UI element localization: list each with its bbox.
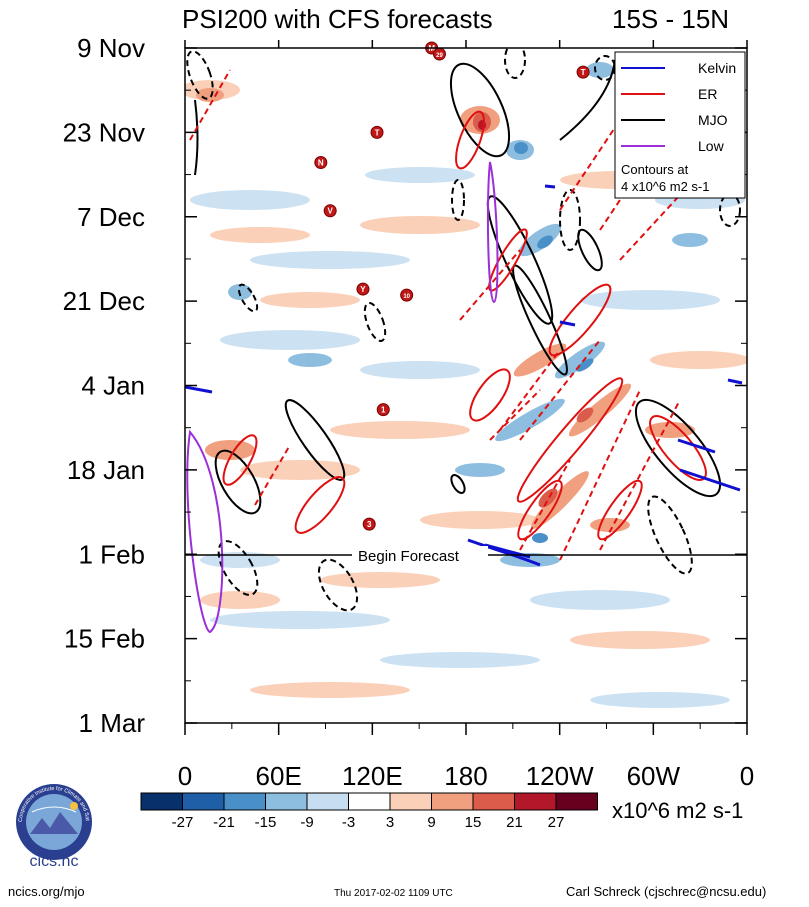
colorbar-tick-label: 15 — [465, 814, 482, 831]
logo-arc — [31, 806, 77, 813]
colorbar-swatch — [348, 792, 391, 811]
legend-note-line1: Contours at — [621, 162, 689, 177]
legend: Kelvin ER MJO Low Contours at 4 x10^6 m2 s-… — [614, 51, 746, 199]
colorbar-swatch — [265, 792, 308, 811]
colorbar-tick-label: -21 — [213, 814, 235, 831]
colorbar-swatch — [555, 792, 598, 811]
colorbar-swatch — [223, 792, 266, 811]
chart-subtitle: 15S - 15N — [612, 4, 729, 34]
y-tick-label: 7 Dec — [77, 202, 145, 232]
storm-marker-label: 3 — [367, 520, 372, 529]
colorbar-tick-label: -15 — [255, 814, 277, 831]
y-tick-label: 15 Feb — [64, 624, 145, 654]
colorbar-swatch — [389, 792, 432, 811]
colorbar-tick-label: -3 — [342, 814, 355, 831]
colorbar-units: x10^6 m2 s-1 — [612, 798, 743, 823]
y-tick-label: 23 Nov — [63, 117, 145, 147]
colorbar-swatch — [472, 792, 515, 811]
x-tick-label: 0 — [178, 761, 192, 791]
storm-marker — [314, 156, 328, 170]
storm-marker-label: Y — [360, 285, 366, 294]
colorbar-swatch — [182, 792, 225, 811]
storm-marker-label: 10 — [403, 294, 410, 300]
storm-marker — [576, 65, 590, 79]
logo-name: cics.nc — [30, 853, 79, 870]
y-tick-label: 21 Dec — [63, 286, 145, 316]
x-axis: 0 60E 120E 180 120W 60W 0 — [178, 40, 754, 791]
footer-left: ncics.org/mjo — [8, 884, 85, 899]
colorbar-swatch — [431, 792, 474, 811]
y-tick-label: 1 Feb — [79, 539, 146, 569]
forecast-label-bg — [352, 546, 488, 564]
cics-logo: Cooperative Institute for Climate and Sa… — [10, 782, 92, 870]
storm-marker-label: 29 — [436, 53, 443, 59]
contours — [185, 48, 743, 634]
colorbar-tick-label: -9 — [300, 814, 313, 831]
colorbar-tick-label: -27 — [172, 814, 194, 831]
y-tick-label: 1 Mar — [79, 708, 146, 738]
forecast-label: Begin Forecast — [358, 548, 460, 565]
storm-marker — [370, 125, 384, 139]
colorbar-tick-label: 9 — [427, 814, 435, 831]
y-tick-label: 9 Nov — [77, 33, 145, 63]
colorbar-tick-label: 27 — [548, 814, 565, 831]
storm-marker — [400, 288, 414, 302]
logo-sun — [70, 802, 78, 810]
x-tick-label: 120W — [526, 761, 594, 791]
y-tick-label: 4 Jan — [81, 371, 145, 401]
logo-mountains — [30, 812, 78, 834]
storm-marker — [376, 403, 390, 417]
x-tick-label: 60E — [256, 761, 302, 791]
storm-marker-label: N — [318, 159, 324, 168]
legend-label: MJO — [698, 112, 728, 128]
storm-marker-label: T — [375, 128, 380, 137]
x-tick-label: 120E — [342, 761, 403, 791]
y-axis: 9 Nov 23 Nov 7 Dec 21 Dec 4 Jan 18 Jan 1 Feb 15… — [63, 33, 747, 738]
colorbar-tick-label: 21 — [506, 814, 523, 831]
colorbar-swatch — [306, 792, 349, 811]
legend-label: Low — [698, 138, 725, 154]
x-tick-label: 180 — [444, 761, 487, 791]
legend-label: ER — [698, 86, 717, 102]
colorbar-swatch — [514, 792, 557, 811]
chart-title: PSI200 with CFS forecasts — [182, 4, 493, 34]
legend-note-line2: 4 x10^6 m2 s-1 — [621, 179, 709, 194]
colorbar-swatch — [140, 792, 183, 811]
footer-center: Thu 2017-02-02 1109 UTC — [334, 888, 453, 899]
footer-right: Carl Schreck (cjschrec@ncsu.edu) — [566, 884, 767, 899]
storm-marker — [323, 204, 337, 218]
storm-marker-label: 1 — [381, 406, 386, 415]
x-tick-label: 0 — [740, 761, 754, 791]
y-tick-label: 18 Jan — [67, 455, 145, 485]
colorbar: -27 -21 -15 -9 -3 3 9 15 21 27 — [140, 792, 598, 831]
legend-label: Kelvin — [698, 60, 736, 76]
storm-marker — [356, 282, 370, 296]
x-tick-label: 60W — [627, 761, 681, 791]
colorbar-tick-label: 3 — [386, 814, 394, 831]
legend-box — [614, 51, 746, 199]
storm-marker — [362, 517, 376, 531]
storm-marker-label: V — [328, 207, 334, 216]
storm-marker-label: T — [581, 68, 586, 77]
